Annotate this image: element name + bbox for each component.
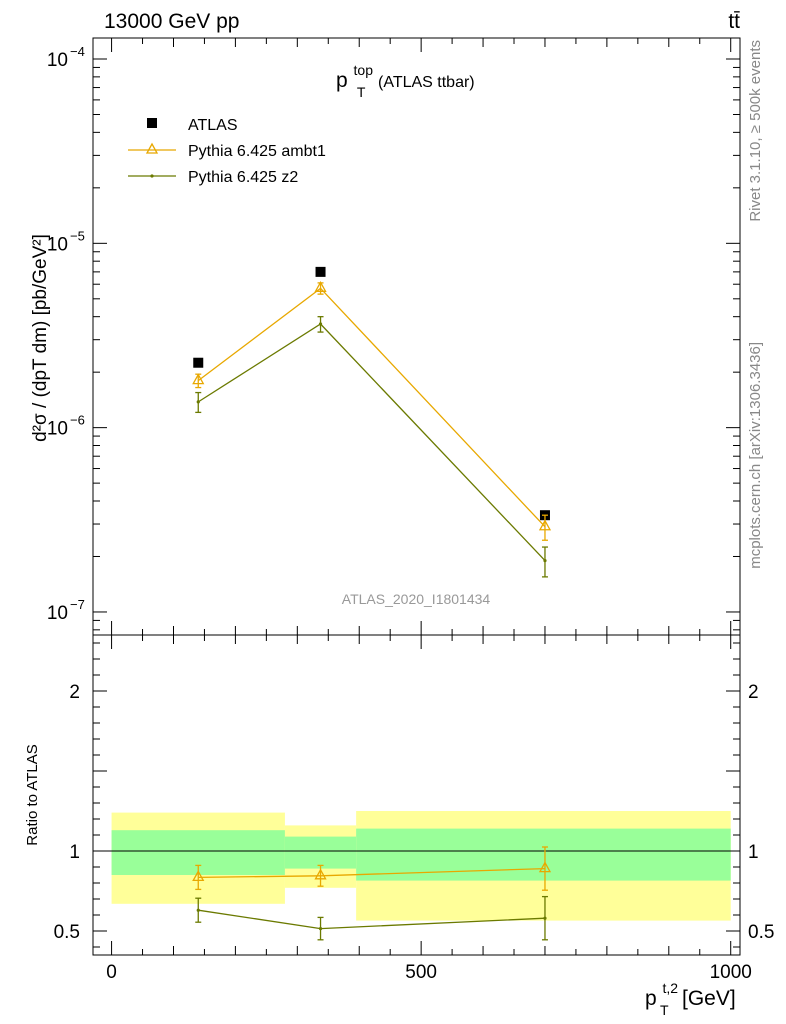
x-tick-label: 0	[106, 962, 117, 983]
main-y-tick-label: 10	[47, 234, 68, 255]
legend-label-z2: Pythia 6.425 z2	[188, 169, 298, 186]
ratio-plot-frame	[92, 634, 741, 956]
main-series-line	[197, 323, 546, 562]
header-collision: 13000 GeV pp	[104, 10, 239, 33]
title-symbol: p	[336, 69, 348, 92]
rivet-version-label: Rivet 3.1.10, ≥ 500k events	[747, 40, 764, 222]
main-y-tick-exponent: −4	[70, 44, 85, 59]
ratio-uncertainty-band-inner	[284, 836, 357, 869]
z2-data-point	[543, 558, 547, 563]
z2-data-point	[318, 322, 323, 326]
ambt1-data-point	[538, 519, 552, 531]
atlas-data-point	[315, 266, 326, 277]
main-y-tick-exponent: −7	[70, 597, 85, 612]
ambt1-data-point	[192, 373, 205, 385]
ratio-y-tick-label-right: 1	[748, 842, 759, 863]
main-y-tick-label: 10	[47, 603, 68, 624]
x-axis-unit: [GeV]	[682, 987, 736, 1010]
x-axis-superscript: t,2	[663, 980, 679, 996]
legend-marker-ambt1	[145, 142, 159, 154]
main-y-axis-label: d²σ / (dpT dm) [pb/GeV²]	[30, 234, 51, 442]
ambt1-data-point	[314, 280, 327, 292]
header-process: tt̄	[728, 10, 740, 33]
atlas-data-point	[193, 357, 204, 368]
ratio-z2-point	[318, 927, 323, 931]
main-y-tick-exponent: −6	[70, 413, 85, 428]
legend-marker-z2	[150, 174, 154, 178]
legend-label-ambt1: Pythia 6.425 ambt1	[188, 143, 326, 160]
x-axis-label: p t,2 T	[645, 975, 684, 1018]
legend-marker-atlas	[147, 118, 157, 128]
x-tick-label: 500	[405, 962, 437, 983]
ratio-y-tick-label-left: 2	[69, 682, 80, 703]
legend: ATLAS Pythia 6.425 ambt1 Pythia 6.425 z2	[128, 117, 326, 186]
main-series-line	[197, 287, 546, 528]
ratio-plot-panel: 0.5 0.5 1 1 2 2 0 500 1000	[54, 634, 774, 983]
ratio-ambt1-point	[538, 861, 552, 873]
main-y-tick-label: 10	[47, 419, 68, 440]
x-tick-label: 1000	[710, 962, 752, 983]
main-y-tick-label: 10	[47, 50, 68, 71]
legend-label-atlas: ATLAS	[188, 117, 238, 134]
ratio-y-tick-label-left: 0.5	[54, 922, 80, 943]
ratio-z2-point	[543, 916, 547, 920]
ratio-ambt1-point	[192, 870, 205, 882]
main-title-source: (ATLAS ttbar)	[378, 74, 475, 91]
ratio-y-tick-label-right: 2	[748, 682, 759, 703]
title-subscript: T	[357, 84, 366, 100]
svg-text:d²σ / (dpT dm) [pb/GeV²]: d²σ / (dpT dm) [pb/GeV²]	[30, 234, 51, 442]
ratio-ambt1-point	[314, 868, 327, 880]
mcplots-label: mcplots.cern.ch [arXiv:1306.3436]	[747, 342, 764, 569]
main-title: p top T	[336, 57, 379, 100]
ratio-y-axis-label: Ratio to ATLAS	[24, 744, 41, 845]
ratio-z2-point	[196, 908, 200, 912]
z2-data-point	[196, 400, 200, 404]
x-axis-subscript: T	[660, 1002, 669, 1018]
ratio-y-tick-label-right: 0.5	[748, 922, 774, 943]
ratio-y-tick-label-left: 1	[69, 842, 80, 863]
title-superscript: top	[354, 62, 374, 78]
x-axis-symbol: p	[645, 987, 657, 1010]
analysis-watermark: ATLAS_2020_I1801434	[342, 591, 491, 607]
main-y-tick-exponent: −5	[70, 228, 85, 243]
